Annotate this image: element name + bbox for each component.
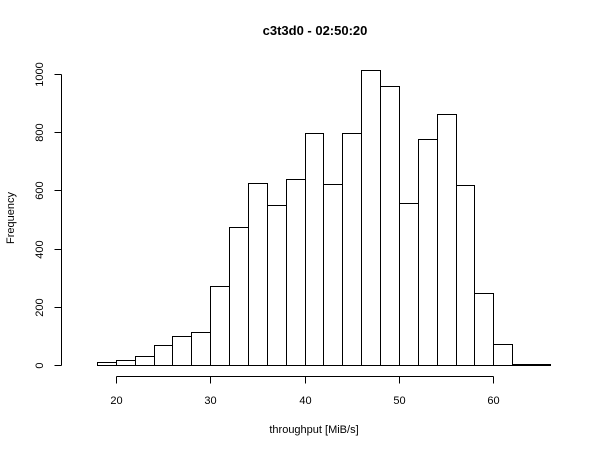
histogram-bar	[210, 286, 230, 366]
histogram-bar	[229, 227, 249, 366]
histogram-bar	[512, 364, 532, 366]
y-tick-label: 600	[34, 181, 46, 199]
x-tick-label: 30	[204, 395, 216, 407]
x-axis: 20 30 40 50 60	[110, 376, 500, 407]
y-tick-label: 400	[34, 240, 46, 258]
histogram-bar	[323, 184, 343, 366]
histogram-bar	[456, 185, 475, 366]
histogram-bar	[267, 205, 287, 366]
histogram-bar	[154, 345, 173, 366]
x-tick-label: 20	[110, 395, 122, 407]
y-tick-label: 200	[34, 298, 46, 316]
histogram-bar	[342, 133, 362, 366]
y-axis-label: Frequency	[5, 192, 17, 244]
histogram-bar	[286, 179, 306, 366]
histogram-bar	[361, 70, 381, 366]
histogram-bar	[97, 362, 117, 366]
histogram-bar	[418, 139, 438, 366]
histogram-bar	[531, 364, 551, 366]
x-axis-label: throughput [MiB/s]	[269, 424, 358, 436]
y-tick-label: 0	[34, 362, 46, 368]
histogram-bar	[248, 183, 268, 366]
x-tick-label: 50	[393, 395, 405, 407]
y-tick-label: 1000	[34, 62, 46, 86]
histogram-bar	[172, 336, 192, 366]
histogram-bar	[474, 293, 494, 366]
histogram-bars	[97, 70, 551, 366]
histogram-bar	[191, 332, 211, 366]
x-tick-label: 40	[299, 395, 311, 407]
histogram-bar	[380, 86, 400, 366]
histogram-bar	[493, 344, 513, 366]
histogram-bar	[399, 203, 419, 366]
y-tick-label: 800	[34, 123, 46, 141]
histogram-bar	[305, 133, 324, 366]
x-tick-label: 60	[487, 395, 499, 407]
y-axis: 0 200 400 600 800 1000	[34, 62, 62, 369]
histogram-bar	[437, 114, 457, 366]
chart-title: c3t3d0 - 02:50:20	[263, 23, 368, 38]
histogram-bar	[116, 360, 136, 366]
histogram-bar	[135, 356, 155, 366]
